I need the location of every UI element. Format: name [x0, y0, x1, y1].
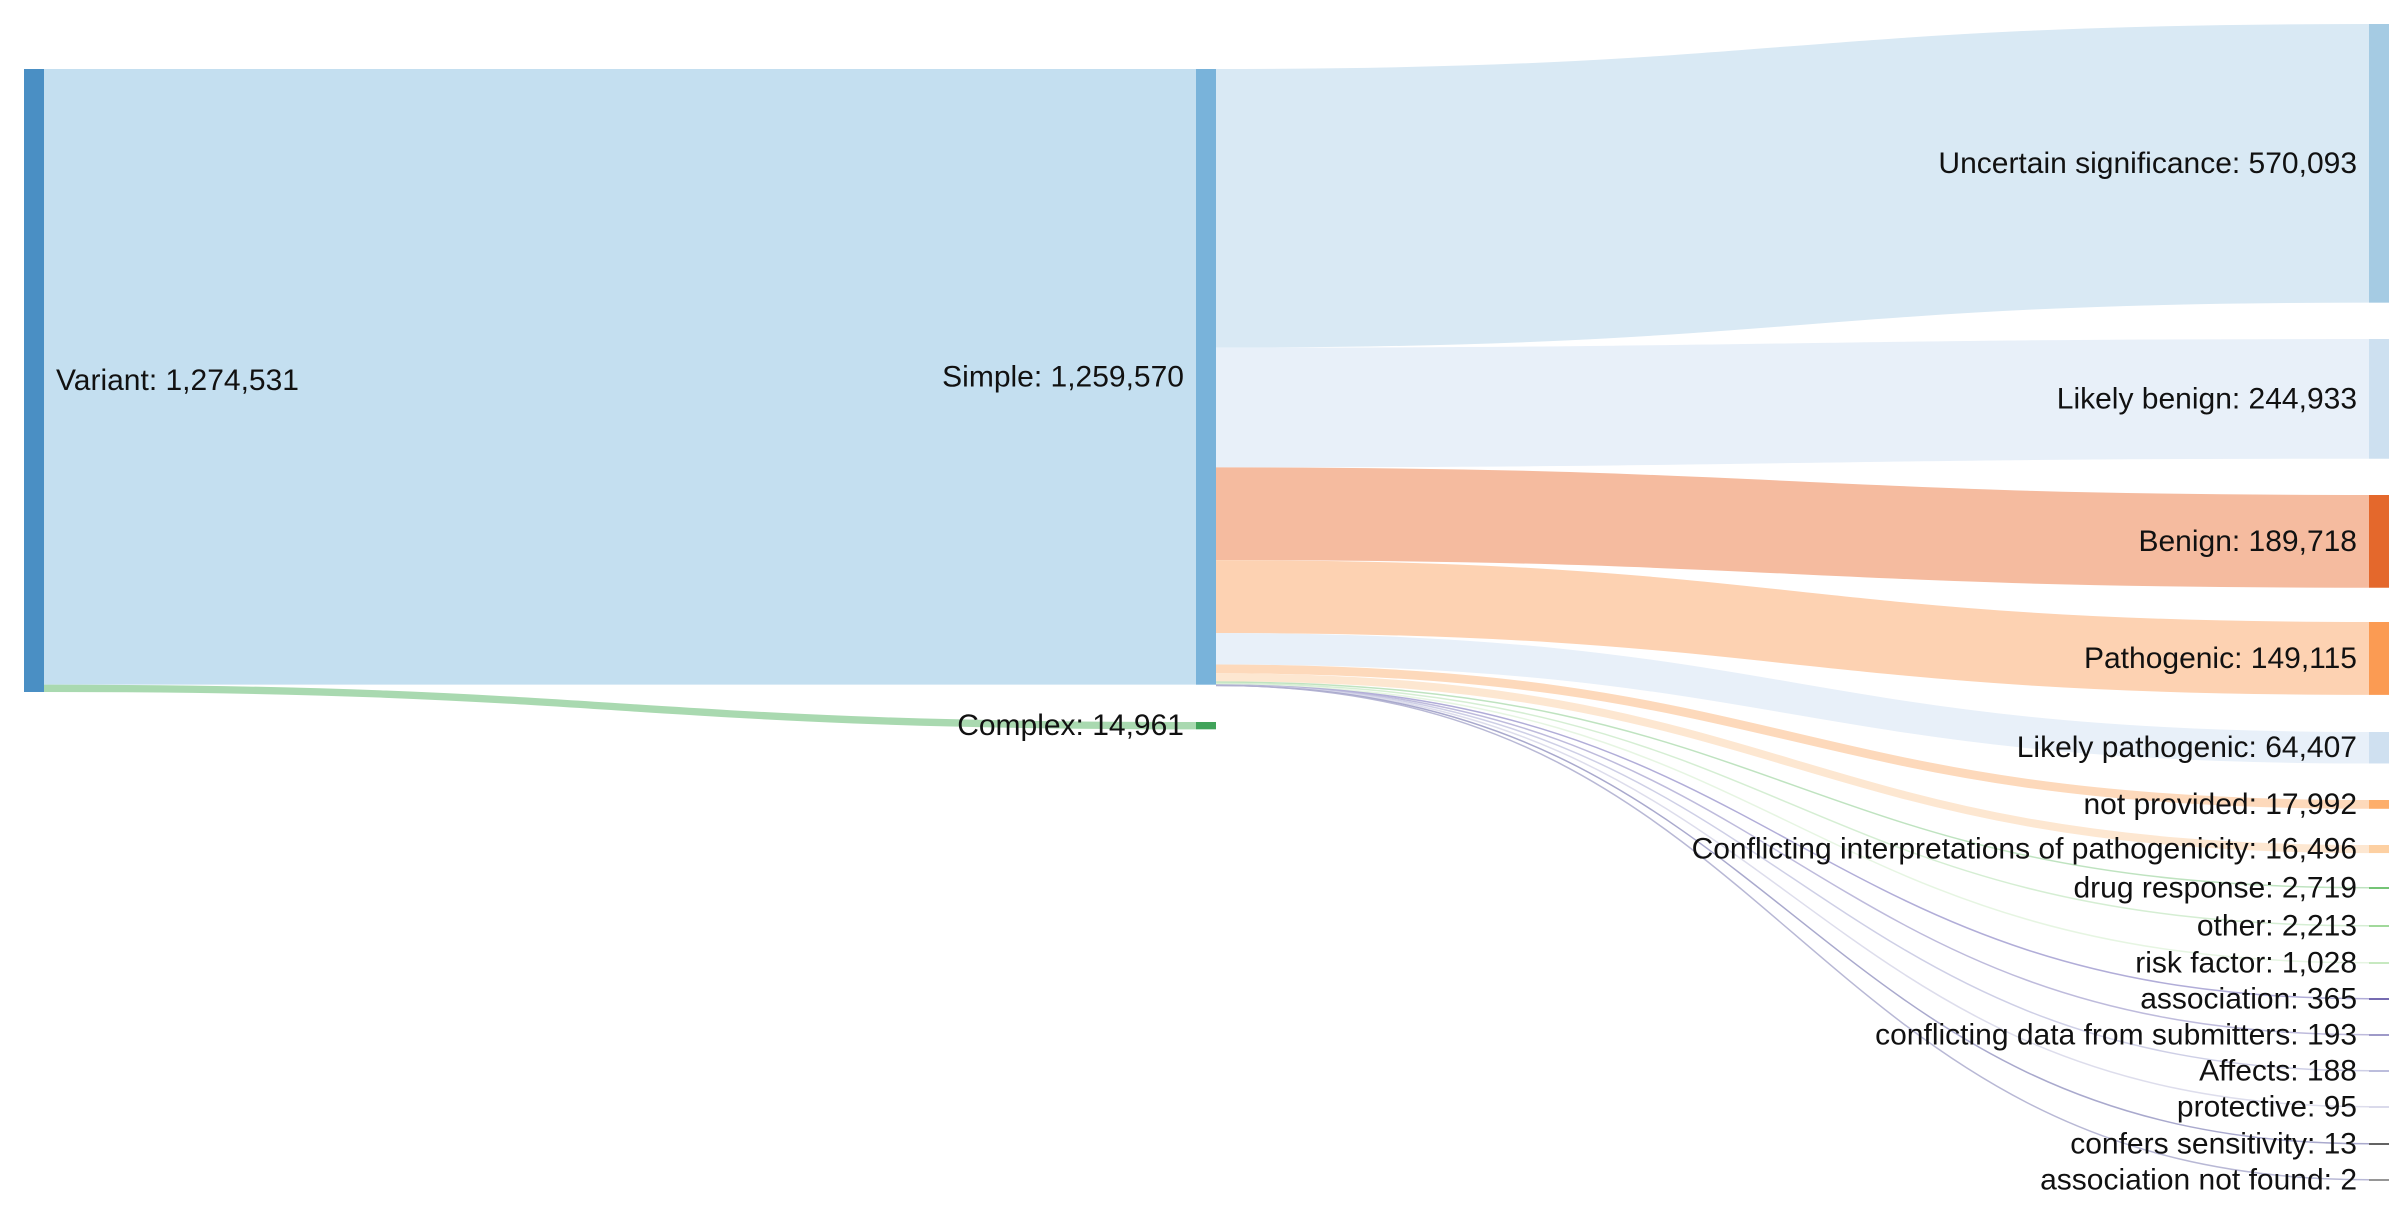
node-conflicting-data: [2369, 1034, 2389, 1036]
node-not-provided: [2369, 800, 2389, 809]
link-simple-to-other: [1215, 682, 2370, 927]
node-label-likely-benign: Likely benign: 244,933: [2057, 382, 2357, 415]
link-simple-to-conflicting-data: [1215, 684, 2370, 1036]
node-label-affects: Affects: 188: [2199, 1055, 2357, 1088]
node-label-association: association: 365: [2140, 983, 2357, 1016]
link-simple-to-conflicting-interpretations: [1215, 673, 2370, 854]
node-label-not-provided: not provided: 17,992: [2083, 788, 2357, 821]
node-complex: [1196, 722, 1216, 730]
node-conflicting-interpretations: [2369, 845, 2389, 854]
node-label-simple: Simple: 1,259,570: [942, 360, 1184, 393]
labels-layer: Variant: 1,274,531 Simple: 1,259,570 Compl…: [56, 147, 2357, 1197]
link-simple-to-benign: [1215, 467, 2370, 588]
node-label-pathogenic: Pathogenic: 149,115: [2084, 642, 2357, 675]
link-simple-to-risk-factor: [1215, 683, 2370, 964]
node-protective: [2369, 1106, 2389, 1108]
node-label-other: other: 2,213: [2197, 910, 2357, 943]
link-simple-to-likely-benign: [1215, 339, 2370, 468]
node-other: [2369, 925, 2389, 927]
node-label-risk-factor: risk factor: 1,028: [2135, 947, 2357, 980]
link-simple-to-protective: [1215, 684, 2370, 1108]
link-simple-to-confers-sensitivity: [1215, 684, 2370, 1145]
node-risk-factor: [2369, 962, 2389, 964]
node-label-benign: Benign: 189,718: [2138, 525, 2357, 558]
node-association-not-found: [2369, 1179, 2389, 1181]
node-label-drug-response: drug response: 2,719: [2073, 872, 2357, 905]
node-benign: [2369, 495, 2389, 588]
link-simple-to-uncertain: [1215, 24, 2370, 348]
link-simple-to-not-provided: [1215, 664, 2370, 809]
node-label-uncertain: Uncertain significance: 570,093: [1938, 147, 2357, 180]
node-confers-sensitivity: [2369, 1143, 2389, 1145]
node-label-complex: Complex: 14,961: [957, 709, 1184, 742]
node-likely-pathogenic: [2369, 732, 2389, 764]
node-pathogenic: [2369, 622, 2389, 695]
node-label-association-not-found: association not found: 2: [2040, 1164, 2357, 1197]
node-label-conflicting-data: conflicting data from submitters: 193: [1875, 1019, 2357, 1052]
node-label-likely-pathogenic: Likely pathogenic: 64,407: [2017, 731, 2357, 764]
link-simple-to-association: [1215, 684, 2370, 1000]
link-simple-to-drug-response: [1215, 681, 2370, 889]
link-simple-to-likely-pathogenic: [1215, 633, 2370, 764]
node-label-protective: protective: 95: [2177, 1091, 2357, 1124]
node-simple: [1196, 69, 1216, 685]
link-simple-to-association-not-found: [1215, 684, 2370, 1181]
node-association: [2369, 998, 2389, 1000]
node-label-confers-sensitivity: confers sensitivity: 13: [2070, 1128, 2357, 1161]
node-uncertain: [2369, 24, 2389, 303]
link-simple-to-affects: [1215, 684, 2370, 1072]
link-variant-to-complex: [43, 684, 1197, 730]
link-simple-to-pathogenic: [1215, 560, 2370, 695]
node-variant: [24, 69, 44, 692]
node-label-conflicting-interpretations: Conflicting interpretations of pathogeni…: [1692, 833, 2357, 866]
node-drug-response: [2369, 887, 2389, 889]
node-affects: [2369, 1070, 2389, 1072]
node-label-variant: Variant: 1,274,531: [56, 364, 299, 397]
links-layer: [43, 24, 2370, 1181]
node-likely-benign: [2369, 339, 2389, 459]
nodes-layer: [24, 24, 2389, 1181]
